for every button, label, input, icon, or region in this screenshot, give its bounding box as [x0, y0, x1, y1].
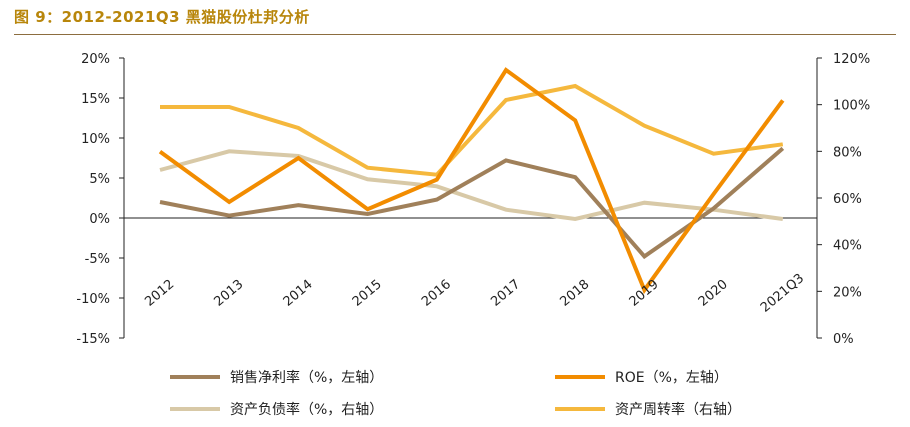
left-tick-label: 15% [81, 92, 110, 107]
series-layer [158, 67, 785, 295]
left-tick-label: 20% [81, 52, 110, 67]
left-tick-label: -15% [76, 332, 110, 347]
series-line-4 [160, 83, 784, 177]
left-tick-label: 0% [89, 212, 110, 227]
x-tick-label: 2017 [488, 277, 523, 310]
right-tick-label: 120% [833, 52, 870, 67]
x-tick-label: 2016 [419, 277, 454, 310]
title-divider [14, 34, 896, 35]
x-tick-label: 2014 [281, 277, 316, 310]
right-tick-label: 100% [833, 99, 870, 114]
left-tick-label: 10% [81, 132, 110, 147]
figure-title: 图 9：2012-2021Q3 黑猫股份杜邦分析 [14, 8, 310, 26]
right-tick-label: 20% [833, 285, 862, 300]
series-line-1 [159, 146, 785, 260]
legend: 销售净利率（%，左轴） ROE（%，左轴） 资产负债率（%，右轴） 资产周转率（右轴） [170, 369, 741, 418]
right-tick-label: 80% [833, 145, 862, 160]
x-tick-label: 2019 [627, 277, 662, 310]
x-tick-layer: 2012 2013 2014 2015 2016 2017 2018 2019 2020 2021… [142, 271, 807, 316]
x-tick-label: 2018 [557, 277, 592, 310]
x-tick-label: 2013 [211, 277, 246, 310]
legend-label-3: 资产负债率（%，右轴） [230, 401, 383, 418]
legend-label-4: 资产周转率（右轴） [615, 401, 741, 418]
left-tick-label: -10% [76, 292, 110, 307]
left-tick-label: 5% [89, 172, 110, 187]
right-tick-label: 40% [833, 239, 862, 254]
x-tick-label: 2015 [350, 277, 385, 310]
x-tick-label: 2020 [696, 277, 731, 310]
legend-label-2: ROE（%，左轴） [615, 370, 728, 386]
axes-layer: 20% 15% 10% 5% 0% -5% -10% -15% 120% 100% 80% 60% 40… [76, 52, 870, 347]
x-tick-label: 2012 [142, 277, 177, 310]
left-tick-label: -5% [85, 252, 110, 267]
series-line-3 [159, 149, 784, 222]
x-tick-label: 2021Q3 [758, 271, 807, 316]
series-line-2 [158, 67, 785, 295]
legend-label-1: 销售净利率（%，左轴） [230, 369, 383, 386]
right-tick-label: 0% [833, 332, 854, 347]
right-tick-label: 60% [833, 192, 862, 207]
